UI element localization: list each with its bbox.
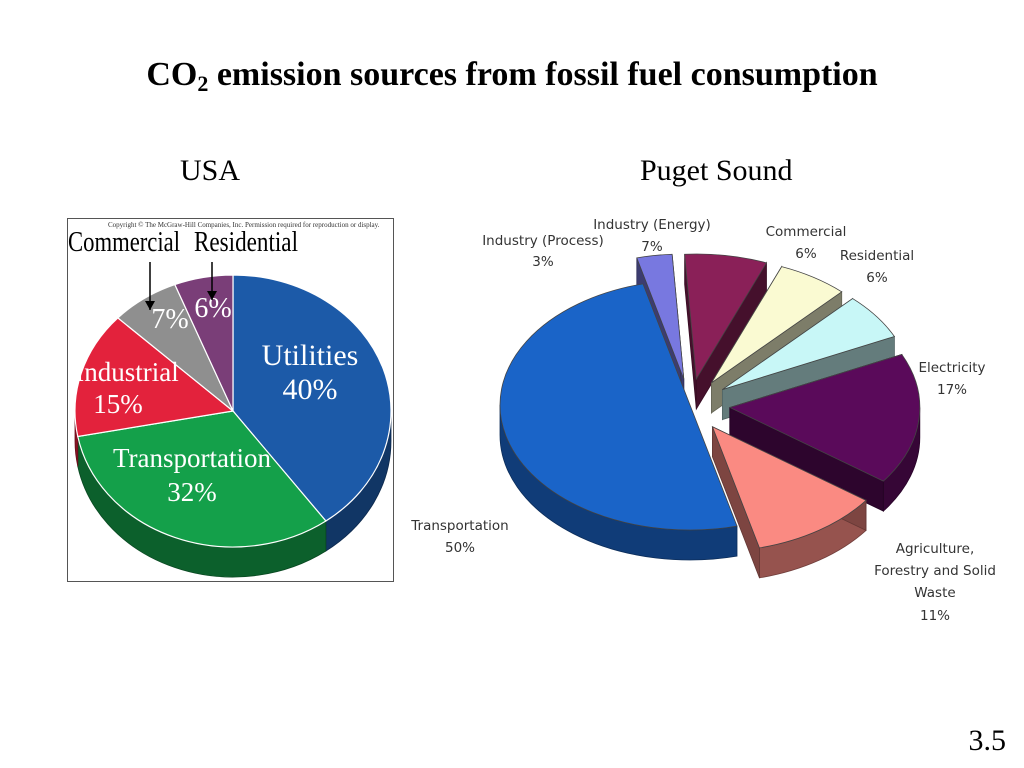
usa-value-transportation: 32% [167,477,217,507]
puget-label-residential: Residential [840,248,914,264]
puget-pie-slice-industry-process [636,253,685,380]
puget-chart-heading: Puget Sound [640,154,793,187]
puget-pie-slice-electricity [728,353,921,482]
puget-label-industry-process: Industry (Process) [482,233,604,249]
puget-label-agriculture-forestry-and-solid-waste-2: Waste [914,585,955,601]
usa-pie-slice-residential [174,274,234,412]
slide-title: CO2 emission sources from fossil fuel co… [0,56,1024,97]
puget-labels: Transportation 50% Industry (Process) 3% Ind… [410,217,996,624]
puget-label-agriculture-forestry-and-solid-waste: Agriculture, [896,541,975,557]
usa-pie-slice-transportation [77,410,327,548]
usa-pie [74,274,392,578]
puget-pie-slice-agriculture-forestry-and-solid-waste [711,425,867,549]
puget-label-agriculture-forestry-and-solid-waste-1: Forestry and Solid [874,563,996,579]
title-co: CO [146,56,198,93]
usa-chart-heading: USA [180,154,241,187]
title-rest: emission sources from fossil fuel consum… [208,56,878,93]
usa-label-industrial: Industrial [75,357,178,387]
usa-value-utilities: 40% [283,373,338,406]
usa-label-utilities: Utilities [262,339,359,372]
puget-label-commercial: Commercial [766,224,847,240]
usa-arrow-head-0 [145,301,155,310]
puget-pie-slice-commercial [711,266,843,384]
usa-arrow-head-1 [207,291,217,300]
usa-pie-slice-industrial [74,317,235,438]
puget-value-agriculture-forestry-and-solid-waste: 11% [920,608,950,624]
puget-pie-slice-industry-energy [684,253,768,381]
usa-value-industrial: 15% [93,389,143,419]
puget-label-transportation: Transportation [410,518,508,534]
puget-label-electricity: Electricity [918,360,985,376]
puget-value-industry-energy: 7% [641,239,663,255]
puget-value-electricity: 17% [937,382,967,398]
puget-pie-slice-residential [722,298,896,390]
title-subscript: 2 [197,71,209,96]
puget-pie-slice-transportation [499,283,738,531]
usa-label-commercial: Commercial [68,227,180,258]
puget-value-transportation: 50% [445,540,475,556]
copyright-note: Copyright © The McGraw-Hill Companies, I… [108,221,380,229]
usa-label-residential: Residential [194,227,298,258]
puget-pie [499,253,921,579]
usa-value-commercial: 7% [151,304,188,335]
puget-label-industry-energy: Industry (Energy) [593,217,711,233]
puget-value-industry-process: 3% [532,254,554,270]
page-number: 3.5 [968,724,1007,757]
puget-value-commercial: 6% [795,246,817,262]
puget-value-residential: 6% [866,270,888,286]
usa-label-transportation: Transportation [113,443,272,473]
usa-pie-slice-utilities [232,274,392,522]
